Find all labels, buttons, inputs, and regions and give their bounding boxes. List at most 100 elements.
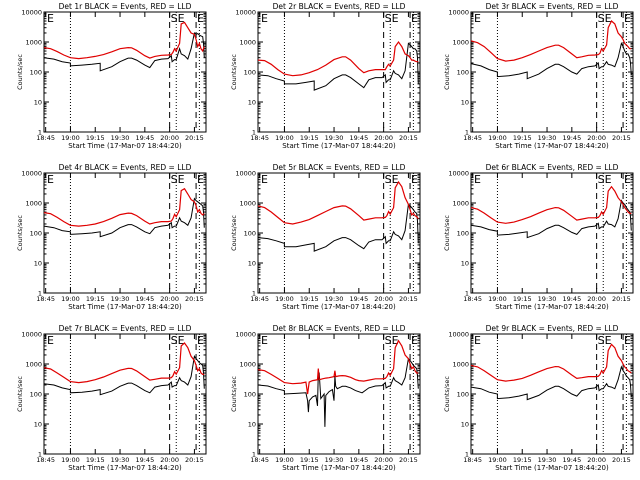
series-line-events: [470, 199, 632, 239]
x-tick-label: 19:30: [538, 456, 557, 464]
plot-frame: [257, 333, 421, 455]
y-axis-label: Counts/sec: [16, 54, 24, 90]
y-tick-label: 100: [244, 69, 256, 77]
y-tick-label: 10: [34, 99, 42, 107]
marker-label-se: SE: [171, 173, 185, 186]
marker-label-se: SE: [385, 334, 399, 347]
x-axis-label: Start Time (17-Mar-07 18:44:20): [282, 303, 396, 311]
x-tick-label: 19:15: [300, 295, 319, 303]
x-tick-label: 18:45: [463, 134, 482, 142]
y-tick-label: 100: [30, 230, 42, 238]
y-axis-label: Counts/sec: [16, 376, 24, 412]
y-tick-label: 10: [34, 421, 42, 429]
y-tick-label: 100: [457, 69, 469, 77]
series-line-events: [43, 197, 205, 238]
y-tick-label: 1: [38, 129, 42, 137]
x-axis-label: Start Time (17-Mar-07 18:44:20): [68, 303, 182, 311]
x-tick-label: 19:15: [300, 456, 319, 464]
x-axis-label: Start Time (17-Mar-07 18:44:20): [495, 142, 609, 150]
x-tick-label: 19:45: [349, 295, 368, 303]
y-tick-label: 1: [38, 290, 42, 298]
x-tick-label: 19:15: [513, 456, 532, 464]
x-tick-label: 18:45: [36, 456, 55, 464]
y-tick-label: 10: [461, 260, 469, 268]
x-tick-label: 20:15: [612, 295, 631, 303]
x-tick-label: 19:45: [562, 295, 581, 303]
x-tick-label: 19:45: [349, 134, 368, 142]
y-tick-label: 10000: [448, 331, 469, 339]
x-tick-label: 20:15: [185, 134, 204, 142]
marker-label-se: SE: [598, 12, 612, 25]
marker-label-e: E: [474, 173, 481, 186]
marker-label-e: E: [411, 12, 418, 25]
x-tick-label: 18:45: [36, 134, 55, 142]
x-tick-label: 19:45: [135, 134, 154, 142]
x-tick-label: 19:30: [111, 456, 130, 464]
series-line-lld: [257, 40, 419, 77]
y-tick-label: 10: [248, 260, 256, 268]
chart-title: Det 3r BLACK = Events, RED = LLD: [486, 2, 619, 11]
x-tick-label: 19:30: [325, 295, 344, 303]
marker-label-se: SE: [171, 334, 185, 347]
y-tick-label: 1000: [25, 361, 42, 369]
marker-label-e: E: [197, 334, 204, 347]
series-line-lld: [257, 339, 419, 395]
y-tick-label: 1: [252, 451, 256, 459]
series-line-lld: [43, 187, 205, 227]
x-tick-label: 19:15: [513, 134, 532, 142]
y-axis-label: Counts/sec: [230, 54, 238, 90]
series-line-lld: [43, 21, 205, 60]
y-tick-label: 1000: [239, 361, 256, 369]
y-axis-label: Counts/sec: [443, 54, 451, 90]
y-tick-label: 1: [465, 129, 469, 137]
x-tick-label: 18:45: [250, 295, 269, 303]
marker-label-e: E: [411, 334, 418, 347]
series-line-events: [257, 203, 419, 252]
x-tick-label: 18:45: [36, 295, 55, 303]
series-line-events: [257, 357, 419, 427]
y-axis-label: Counts/sec: [443, 215, 451, 251]
x-tick-label: 19:30: [111, 295, 130, 303]
x-tick-label: 18:45: [250, 134, 269, 142]
y-tick-label: 1000: [25, 200, 42, 208]
x-axis-label: Start Time (17-Mar-07 18:44:20): [282, 142, 396, 150]
x-tick-label: 20:00: [374, 456, 393, 464]
chart-panel-7: Det 7r BLACK = Events, RED = LLD 1 10 100 10…: [16, 324, 207, 472]
y-axis-label: Counts/sec: [16, 215, 24, 251]
chart-panel-1: Det 1r BLACK = Events, RED = LLD 1 10 100 10…: [16, 2, 207, 150]
series-line-lld: [470, 343, 632, 382]
x-tick-label: 20:00: [160, 134, 179, 142]
y-tick-label: 1: [465, 290, 469, 298]
y-axis-label: Counts/sec: [443, 376, 451, 412]
chart-panel-4: Det 4r BLACK = Events, RED = LLD 1 10 100 10…: [16, 163, 207, 311]
series-line-events: [43, 355, 205, 396]
marker-label-e: E: [47, 334, 54, 347]
x-tick-label: 19:00: [488, 456, 507, 464]
x-tick-label: 19:15: [86, 456, 105, 464]
y-tick-label: 10000: [21, 170, 42, 178]
y-tick-label: 10: [34, 260, 42, 268]
y-tick-label: 1: [38, 451, 42, 459]
series-line-lld: [257, 180, 419, 225]
marker-label-e: E: [474, 12, 481, 25]
x-tick-label: 20:00: [374, 295, 393, 303]
marker-label-e: E: [47, 173, 54, 186]
chart-panel-5: Det 5r BLACK = Events, RED = LLD 1 10 100 10…: [230, 163, 421, 311]
x-tick-label: 19:00: [61, 134, 80, 142]
y-tick-label: 10: [248, 99, 256, 107]
marker-label-e: E: [47, 12, 54, 25]
x-tick-label: 19:45: [349, 456, 368, 464]
series-line-events: [470, 41, 632, 80]
x-tick-label: 20:15: [185, 456, 204, 464]
chart-title: Det 8r BLACK = Events, RED = LLD: [273, 324, 406, 333]
y-tick-label: 10000: [235, 331, 256, 339]
x-tick-label: 20:15: [612, 134, 631, 142]
marker-label-e: E: [624, 12, 631, 25]
chart-panel-8: Det 8r BLACK = Events, RED = LLD 1 10 100 10…: [230, 324, 421, 472]
x-tick-label: 19:15: [86, 134, 105, 142]
chart-title: Det 4r BLACK = Events, RED = LLD: [59, 163, 192, 172]
x-tick-label: 19:00: [275, 134, 294, 142]
plot-frame: [257, 172, 421, 294]
x-tick-label: 19:00: [61, 295, 80, 303]
y-tick-label: 10: [248, 421, 256, 429]
